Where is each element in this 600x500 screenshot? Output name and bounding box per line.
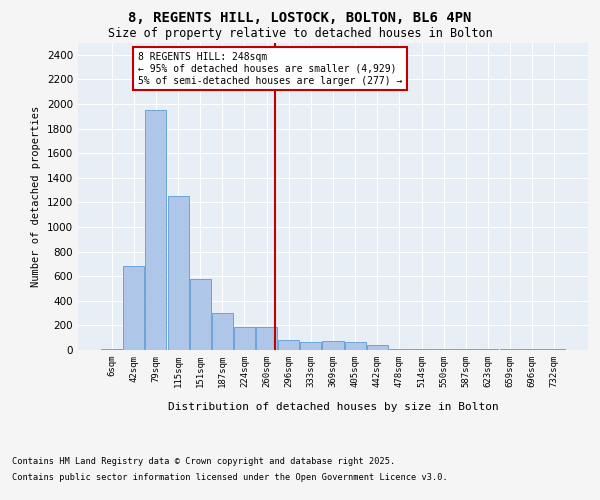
Text: Size of property relative to detached houses in Bolton: Size of property relative to detached ho… (107, 28, 493, 40)
Bar (322, 342, 344, 350)
Bar (234, 326, 255, 350)
Bar (190, 280, 211, 350)
Text: Distribution of detached houses by size in Bolton: Distribution of detached houses by size … (167, 402, 499, 412)
Text: 8 REGENTS HILL: 248sqm
← 95% of detached houses are smaller (4,929)
5% of semi-d: 8 REGENTS HILL: 248sqm ← 95% of detached… (138, 52, 403, 86)
Text: 8, REGENTS HILL, LOSTOCK, BOLTON, BL6 4PN: 8, REGENTS HILL, LOSTOCK, BOLTON, BL6 4P… (128, 12, 472, 26)
Bar (344, 342, 365, 350)
Text: Contains public sector information licensed under the Open Government Licence v3: Contains public sector information licen… (12, 472, 448, 482)
Bar (167, 196, 188, 350)
Bar (278, 340, 299, 350)
Bar (145, 110, 166, 350)
Y-axis label: Number of detached properties: Number of detached properties (31, 106, 41, 287)
Bar (212, 313, 233, 350)
Text: Contains HM Land Registry data © Crown copyright and database right 2025.: Contains HM Land Registry data © Crown c… (12, 458, 395, 466)
Bar (256, 326, 277, 350)
Bar (301, 342, 322, 350)
Bar (124, 266, 145, 350)
Bar (367, 345, 388, 350)
